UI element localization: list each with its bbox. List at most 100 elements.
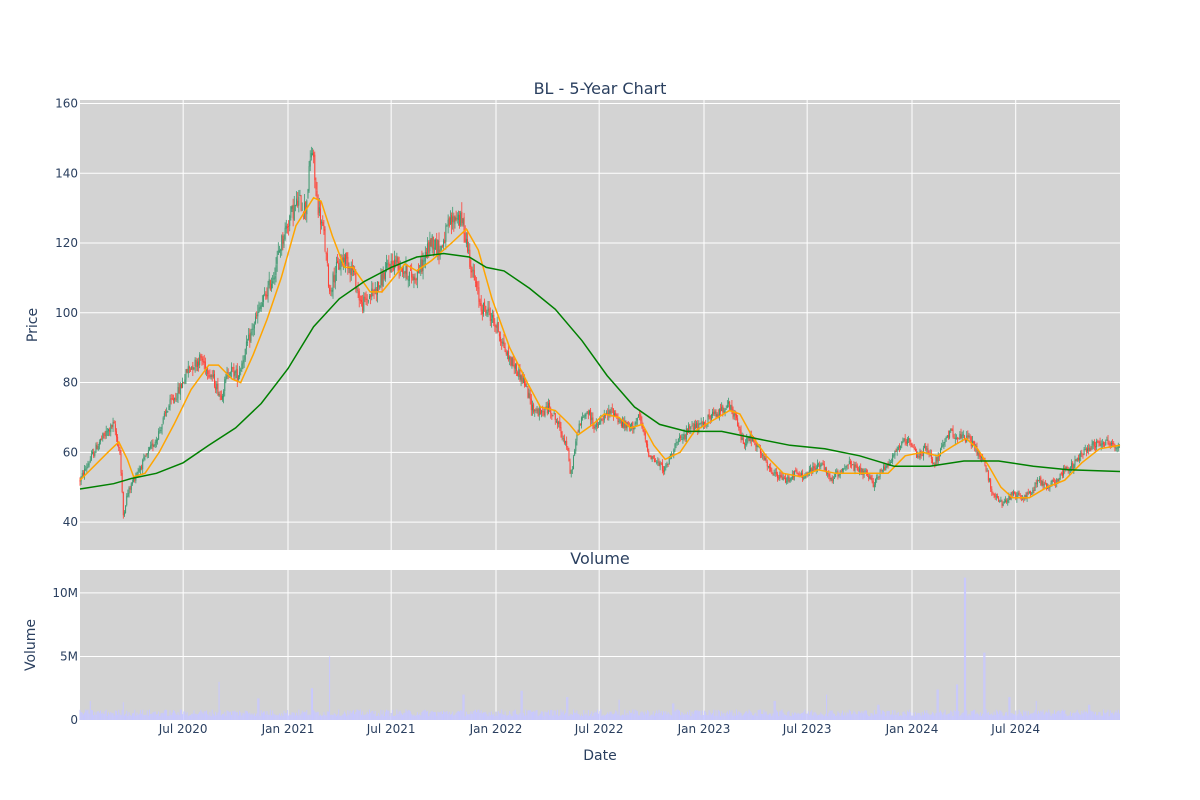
volume-bar [968,713,970,720]
volume-bar [999,710,1001,720]
volume-bar [349,710,351,720]
volume-bar [550,709,552,720]
candle-body [624,420,626,428]
candle-body [843,469,845,470]
volume-bar [1028,714,1030,720]
volume-bar [160,713,162,720]
candle-body [456,218,458,220]
candle-body [286,226,288,228]
candle-body [794,470,796,477]
volume-bar [94,712,96,720]
candle-body [105,430,107,437]
volume-bar [509,710,511,720]
volume-bar [623,714,625,720]
volume-bar [965,577,967,720]
volume-bar [100,710,102,720]
candle-body [742,437,744,444]
candle-body [1047,486,1049,489]
volume-bar [722,713,724,720]
volume-bar [207,714,209,720]
volume-bar [1110,713,1112,720]
candle-body [136,473,138,476]
candle-body [939,448,941,456]
candle-body [663,470,665,473]
candle-body [232,367,234,369]
volume-bar [781,709,783,720]
volume-bar [571,714,573,720]
volume-bar [952,715,954,720]
candle-body [329,287,331,292]
candle-body [974,441,976,448]
candle-body [324,229,326,251]
volume-bar [820,712,822,720]
volume-bar [1116,712,1118,720]
volume-bar [818,714,820,720]
volume-bar [690,716,692,720]
candle-body [85,468,87,470]
candle-body [460,212,462,226]
candle-body [516,364,518,372]
candle-body [998,497,1000,502]
volume-bar [802,712,804,720]
candle-body [714,411,716,414]
candle-body [308,166,310,191]
volume-bar [541,711,543,720]
candle-body [146,453,148,456]
candle-body [339,267,341,270]
volume-bar [275,715,277,720]
volume-bar [431,710,433,720]
candle-body [618,420,620,422]
candle-body [559,421,561,429]
candle-body [101,438,103,440]
volume-bar [389,716,391,720]
candle-body [688,425,690,433]
candle-body [137,471,139,474]
volume-bar [481,713,483,720]
candle-body [281,235,283,251]
volume-bar [947,713,949,720]
candle-body [153,444,155,447]
volume-bar [930,714,932,720]
volume-bar [861,711,863,720]
candle-body [1039,477,1041,481]
candle-body [1066,466,1068,470]
volume-bar [748,709,750,720]
candle-body [468,249,470,251]
volume-bar [365,714,367,720]
volume-bar [725,712,727,720]
candle-body [405,264,407,275]
volume-bar [939,710,941,720]
candle-body [419,272,421,274]
volume-bar [227,711,229,720]
candle-body [786,481,788,483]
volume-bar [200,709,202,720]
volume-bar [342,713,344,720]
candle-body [1015,493,1017,499]
volume-bar [669,714,671,720]
volume-bar [417,715,419,720]
candle-body [305,201,307,213]
candle-body [640,414,642,421]
candle-body [479,300,481,305]
volume-bar [370,712,372,720]
volume-bar [876,713,878,720]
candle-body [477,287,479,289]
candle-body [203,361,205,363]
volume-bar [1040,710,1042,720]
candle-body [748,436,750,441]
candle-body [1112,442,1114,445]
volume-bar [511,715,513,720]
candle-body [533,404,535,413]
volume-bar [1048,709,1050,720]
candle-body [463,216,465,235]
volume-bar [794,712,796,720]
volume-bar [822,714,824,720]
volume-bar [1025,710,1027,720]
volume-bar [170,714,172,720]
volume-bar [732,715,734,720]
candle-body [378,281,380,288]
candle-body [634,423,636,426]
candle-body [555,420,557,422]
candle-body [1074,459,1076,466]
candle-body [853,464,855,471]
